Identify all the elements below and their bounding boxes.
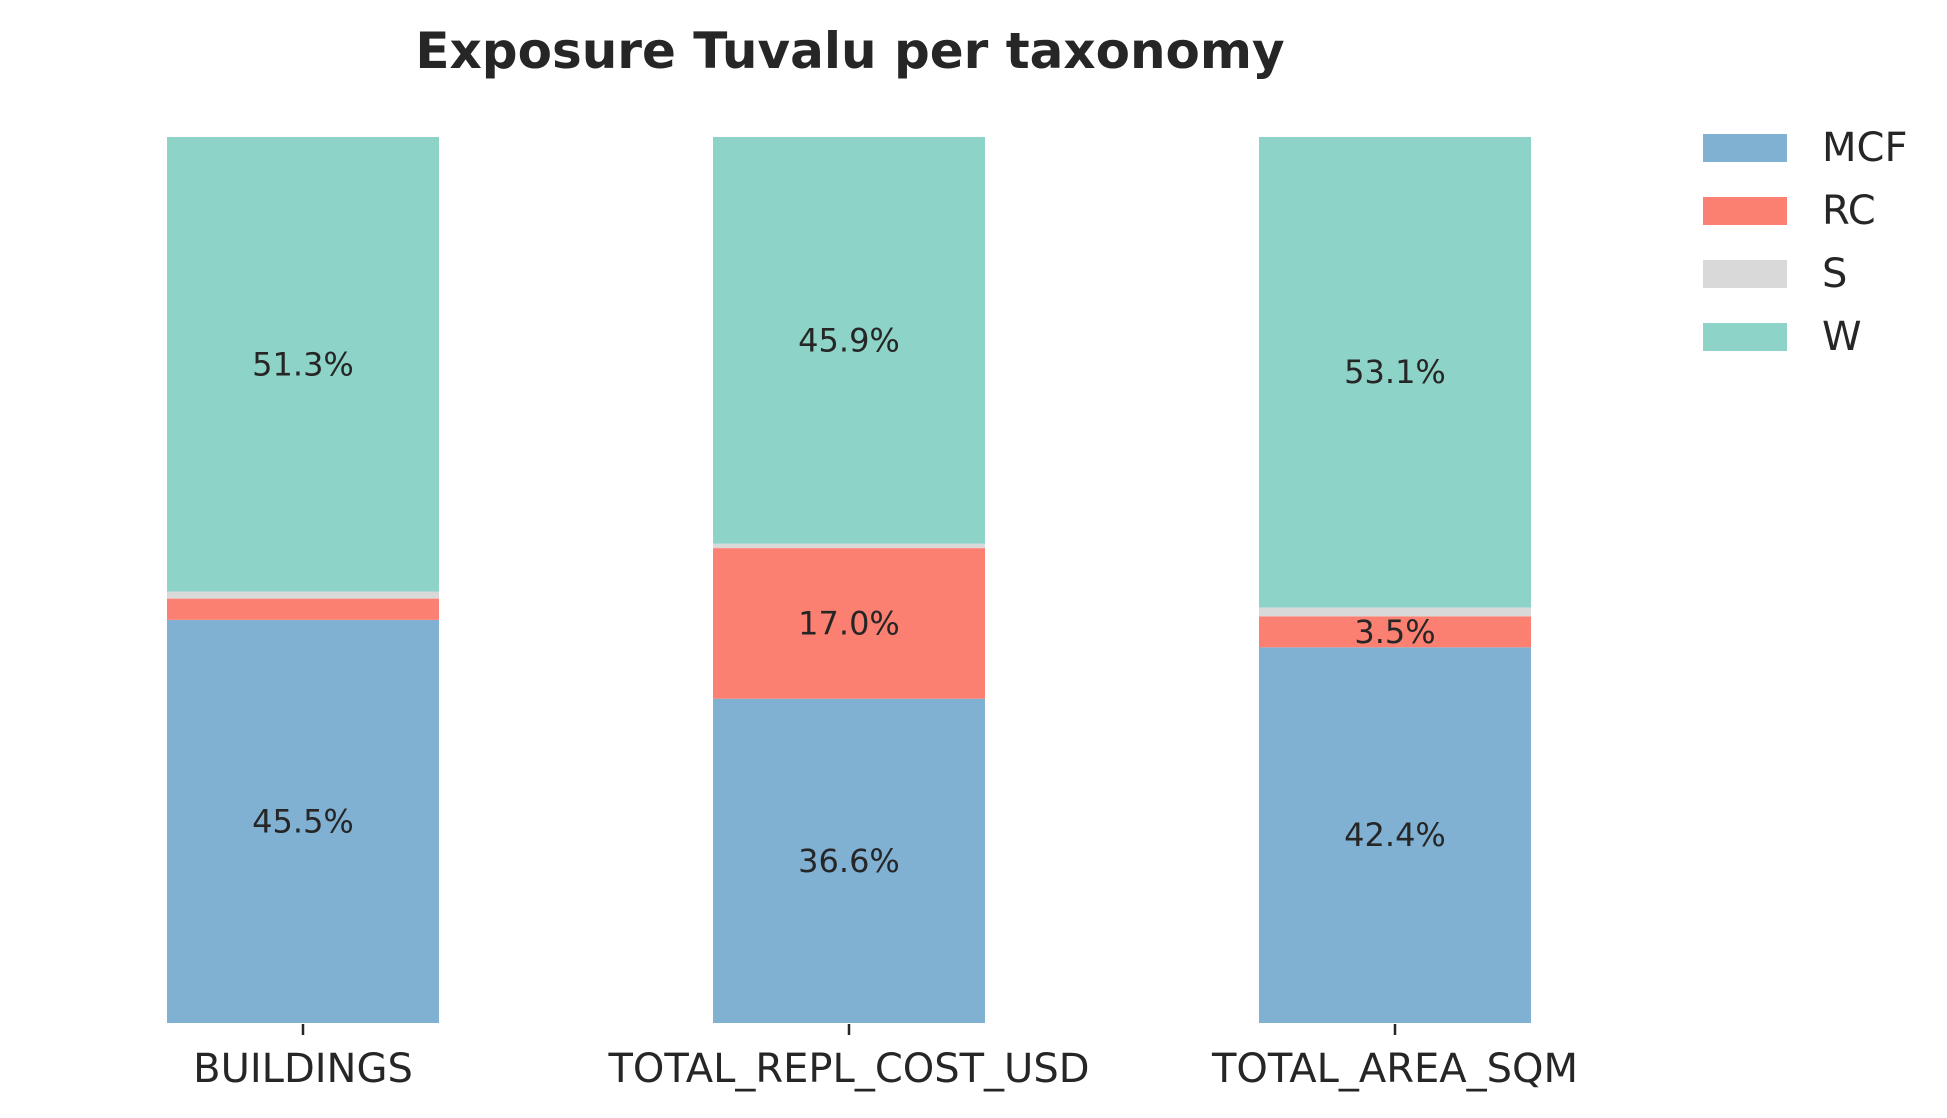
bar-buildings-w (167, 137, 439, 592)
legend-swatch-rc (1703, 197, 1787, 225)
legend-label-rc: RC (1822, 188, 1876, 234)
bar-total-repl-cost-usd-mcf (713, 698, 985, 1023)
data-label-total-area-sqm-w: 53.1% (1344, 353, 1446, 391)
bars-layer (167, 137, 1531, 1023)
x-tick-label-total-repl-cost-usd: TOTAL_REPL_COST_USD (607, 1046, 1089, 1092)
legend: MCF RC SW (1703, 125, 1907, 360)
legend-label-s: S (1822, 251, 1847, 297)
legend-swatch-s (1703, 260, 1787, 288)
bar-total-area-sqm-mcf (1259, 647, 1531, 1023)
data-label-total-repl-cost-usd-rc: 17.0% (798, 604, 900, 642)
legend-swatch-mcf (1703, 134, 1787, 162)
bar-buildings-mcf (167, 619, 439, 1023)
bar-total-area-sqm-rc (1259, 616, 1531, 648)
x-axis: BUILDINGS TOTAL_REPL_COST_USD TOTAL_AREA_S… (193, 1024, 1578, 1092)
legend-label-w: W (1822, 314, 1862, 360)
data-labels-layer: 45.5% 51.3% 36.6% 17.0% 45.9% 42.4% 3.5% 53.1% (252, 321, 1446, 880)
data-label-total-repl-cost-usd-mcf: 36.6% (798, 842, 900, 880)
bar-total-area-sqm-s (1259, 607, 1531, 617)
x-tick-label-buildings: BUILDINGS (193, 1046, 413, 1092)
bar-total-repl-cost-usd-rc (713, 548, 985, 699)
bar-total-repl-cost-usd-w (713, 137, 985, 544)
bar-buildings-s (167, 591, 439, 599)
legend-swatch-w (1703, 323, 1787, 351)
x-tick-label-total-area-sqm: TOTAL_AREA_SQM (1211, 1046, 1578, 1092)
bar-total-area-sqm-w (1259, 137, 1531, 608)
legend-item-mcf: MCF (1703, 125, 1907, 171)
data-label-total-area-sqm-rc: 3.5% (1354, 613, 1435, 651)
chart-title: Exposure Tuvalu per taxonomy (415, 22, 1284, 80)
data-label-buildings-w: 51.3% (252, 345, 354, 383)
legend-label-mcf: MCF (1822, 125, 1907, 171)
data-label-total-repl-cost-usd-w: 45.9% (798, 321, 900, 359)
data-label-buildings-mcf: 45.5% (252, 802, 354, 840)
bar-total-repl-cost-usd-s (713, 543, 985, 549)
legend-item-s: S (1703, 251, 1847, 297)
legend-item-rc: RC (1703, 188, 1876, 234)
data-label-total-area-sqm-mcf: 42.4% (1344, 816, 1446, 854)
bar-buildings-rc (167, 598, 439, 620)
legend-item-w: W (1703, 314, 1862, 360)
